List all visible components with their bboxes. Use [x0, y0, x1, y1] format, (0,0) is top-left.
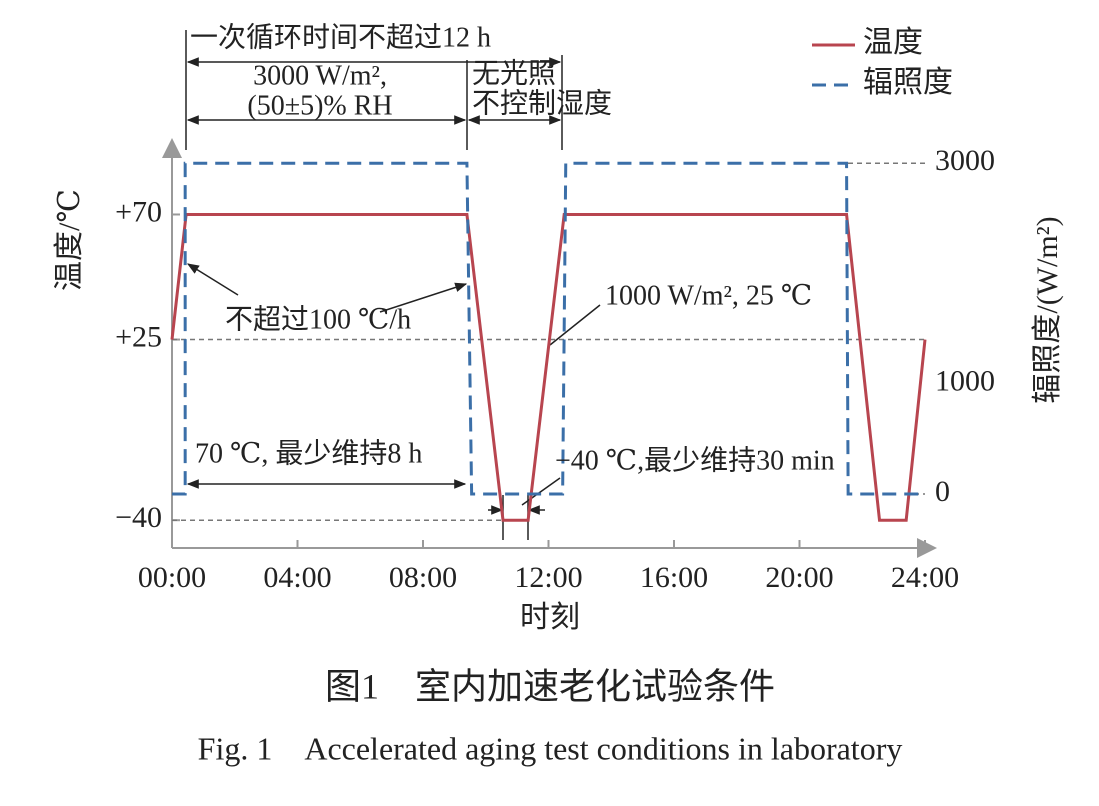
y2-tick-label: 3000: [935, 144, 995, 177]
annotation: 3000 W/m²,: [253, 60, 387, 91]
y2-tick-label: 0: [935, 475, 950, 508]
x-tick-label: 00:00: [138, 561, 206, 594]
annotation: (50±5)% RH: [247, 90, 392, 121]
legend-label: 辐照度: [863, 66, 953, 99]
x-tick-label: 12:00: [514, 561, 582, 594]
series-line: [172, 161, 925, 496]
annotation: 70 ℃, 最少维持8 h: [195, 437, 422, 469]
legend-label: 温度: [863, 26, 923, 59]
y-tick-label: +25: [115, 320, 162, 353]
annotation: 无光照: [472, 57, 556, 89]
annotation: 不控制湿度: [472, 87, 612, 119]
x-tick-label: 24:00: [891, 561, 959, 594]
x-axis-label: 时刻: [520, 601, 580, 634]
y2-tick-label: 1000: [935, 365, 995, 398]
x-tick-label: 20:00: [765, 561, 833, 594]
annotation: −40 ℃,最少维持30 min: [555, 444, 835, 476]
x-tick-label: 16:00: [640, 561, 708, 594]
x-tick-label: 08:00: [389, 561, 457, 594]
y-tick-label: −40: [115, 501, 162, 534]
annotation: 不超过100 ℃/h: [225, 303, 411, 335]
x-tick-label: 04:00: [263, 561, 331, 594]
caption: 图1 室内加速老化试验条件: [325, 666, 775, 706]
annotation: 一次循环时间不超过12 h: [190, 21, 491, 53]
caption-en: Fig. 1 Accelerated aging test conditions…: [198, 730, 903, 766]
series-line: [170, 212, 927, 522]
y2-axis-label: 辐照度/(W/m²): [1031, 216, 1064, 403]
y-axis-label: 温度/℃: [53, 189, 86, 291]
annotation: 1000 W/m², 25 ℃: [605, 280, 812, 311]
annotation-arrows: [185, 30, 601, 540]
y-tick-label: +70: [115, 195, 162, 228]
